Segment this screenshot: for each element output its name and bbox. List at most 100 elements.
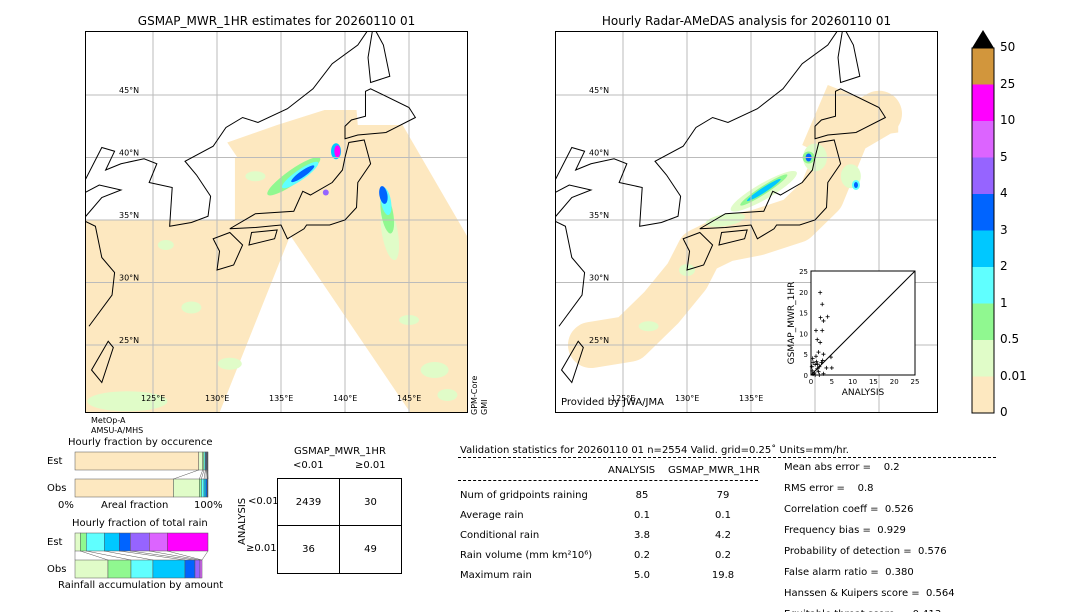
stats-value: 0.2 xyxy=(634,550,650,561)
bar-segment-obs xyxy=(74,478,174,498)
rain-area xyxy=(853,182,858,188)
stats-value: 79 xyxy=(716,490,730,501)
x-tick-label: 0 xyxy=(809,378,813,386)
score-line: Hanssen & Kuipers score = 0.564 xyxy=(784,588,955,599)
x-axis-label: ANALYSIS xyxy=(842,388,885,398)
x-tick-label: 15 xyxy=(869,378,878,386)
bar-segment-obs xyxy=(152,559,186,579)
connector-line xyxy=(167,550,203,561)
coastline xyxy=(555,31,838,327)
lat-label: 45°N xyxy=(589,86,609,95)
y-tick-label: 20 xyxy=(799,289,808,297)
coastline xyxy=(837,31,861,84)
cell-no-no: 2439 xyxy=(295,496,322,508)
colorbar-segment xyxy=(972,194,994,231)
stats-value: 0.1 xyxy=(715,510,731,521)
colorbar-segment xyxy=(972,48,994,85)
scatter-point xyxy=(817,364,822,369)
x-tick-label: 20 xyxy=(890,378,899,386)
bar-segment-obs xyxy=(194,559,201,579)
colorbar-label: 2 xyxy=(1000,259,1008,273)
lon-label: 135°E xyxy=(739,394,763,403)
lon-label: 135°E xyxy=(269,394,293,403)
coastline xyxy=(212,231,244,271)
bar-segment-obs xyxy=(199,478,202,498)
scatter-point xyxy=(815,337,820,342)
x-tick-label: 10 xyxy=(848,378,857,386)
occurrence-bars xyxy=(74,451,209,498)
lat-label: 35°N xyxy=(119,211,139,220)
score-line: False alarm ratio = 0.380 xyxy=(784,567,914,578)
scatter-point xyxy=(818,290,823,295)
rain-area xyxy=(87,391,168,412)
credit-text: Provided by JWA/JMA xyxy=(561,397,664,408)
cell-yes-no: 36 xyxy=(302,543,315,555)
connector-line xyxy=(104,550,153,561)
contingency-row-2: ≥0.01 xyxy=(246,543,277,554)
coastline xyxy=(367,31,391,84)
bar-segment-est xyxy=(104,532,120,552)
colorbar-segment xyxy=(972,303,994,340)
scatter-point xyxy=(819,360,824,365)
scatter-point xyxy=(821,352,826,357)
colorbar-segment xyxy=(972,157,994,194)
map-frame xyxy=(555,31,938,413)
y-tick-label: 0 xyxy=(804,372,808,380)
bar-segment-obs xyxy=(173,478,200,498)
left-map: 45°N 40°N 35°N 30°N 25°N 125°E 130°E 135°E 140°E… xyxy=(85,31,468,413)
bar-segment-est xyxy=(198,451,203,471)
colorbar-segment xyxy=(972,121,994,158)
colorbar-segment xyxy=(972,267,994,304)
diagonal-line xyxy=(810,270,916,376)
lat-label: 35°N xyxy=(589,211,609,220)
scatter-point xyxy=(817,373,822,377)
map-frame xyxy=(85,31,468,413)
scatter-point xyxy=(821,371,826,376)
lat-label: 25°N xyxy=(119,336,139,345)
sensor-right-1: GPM-Core xyxy=(470,375,479,415)
stats-row-label: Average rain xyxy=(460,510,524,521)
scatter-point xyxy=(814,359,819,364)
stats-value: 3.8 xyxy=(634,530,650,541)
connector-line xyxy=(119,550,186,561)
stats-col-analysis: ANALYSIS xyxy=(608,465,656,476)
lat-label: 40°N xyxy=(119,149,139,158)
sensor-right-2: GMI xyxy=(480,399,489,415)
rain-fraction-bars xyxy=(74,532,209,579)
y-tick-label: 10 xyxy=(799,330,808,338)
scatter-point xyxy=(811,360,816,365)
scatter-point xyxy=(815,366,820,371)
rain-area xyxy=(334,145,341,158)
coastline xyxy=(248,229,278,246)
score-line: Mean abs error = 0.2 xyxy=(784,462,900,473)
scatter-inset: 00 5 5 10 10 15 15 20 20 25 25 ANALYSIS GSMAP_MWR_1H… xyxy=(787,268,919,398)
colorbar xyxy=(971,30,995,414)
coastline xyxy=(85,31,368,327)
connector-line xyxy=(203,469,206,480)
occurrence-title: Hourly fraction by occurence xyxy=(68,437,213,448)
scatter-point xyxy=(821,318,826,323)
stats-col-gsmap: GSMAP_MWR_1HR xyxy=(668,465,760,476)
bar-segment-est xyxy=(167,532,209,552)
scatter-point xyxy=(816,350,821,355)
scatter-point xyxy=(818,315,823,320)
bar-segment-est xyxy=(119,532,131,552)
scatter-point xyxy=(813,362,818,367)
x-tick-label: 5 xyxy=(830,378,834,386)
contingency-row-1: <0.01 xyxy=(248,496,279,507)
scatter-point xyxy=(811,372,816,377)
contingency-title: GSMAP_MWR_1HR xyxy=(294,446,386,457)
scatter-point xyxy=(828,355,833,360)
scatter-point xyxy=(824,365,829,370)
coastline xyxy=(699,139,842,240)
stats-value: 19.8 xyxy=(711,570,735,581)
rain-area xyxy=(217,357,242,370)
connector-line xyxy=(206,469,208,480)
scatter-point xyxy=(815,362,820,367)
lon-label: 140°E xyxy=(333,394,357,403)
colorbar-segment xyxy=(972,340,994,377)
sensor-left-2: AMSU-A/MHS xyxy=(91,426,144,435)
rain-xlabel: Rainfall accumulation by amount xyxy=(58,580,224,591)
contingency-col-2: ≥0.01 xyxy=(355,460,386,471)
